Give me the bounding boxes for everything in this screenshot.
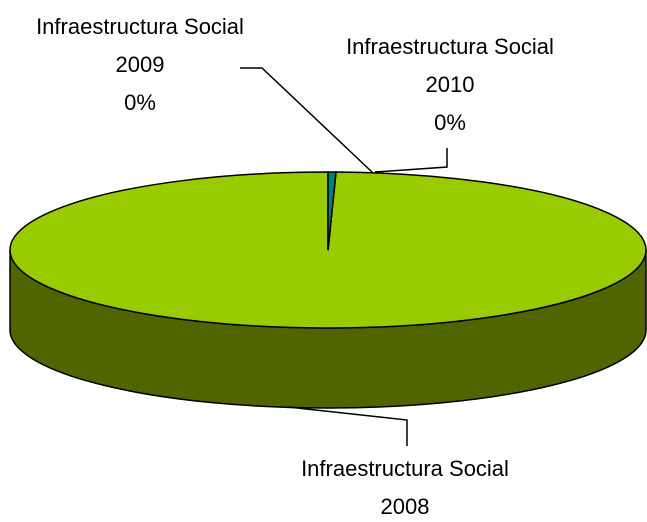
- leader-line: [287, 406, 408, 446]
- pie-slice: [327, 171, 337, 251]
- leader-line: [374, 148, 448, 173]
- category-label: Infraestructura Social 2010: [346, 34, 554, 97]
- value-label: 0%: [124, 90, 156, 115]
- leader-line: [240, 67, 373, 173]
- value-label: 0%: [434, 110, 466, 135]
- category-label: Infraestructura Social 2009: [36, 14, 244, 77]
- slice-label: Infraestructura Social 2010 0%: [330, 28, 570, 142]
- category-label: Infraestructura Social 2008: [301, 456, 509, 519]
- slice-label: Infraestructura Social 2008: [285, 450, 525, 522]
- slices: [9, 171, 647, 409]
- slice-label: Infraestructura Social 2009 0%: [20, 8, 260, 122]
